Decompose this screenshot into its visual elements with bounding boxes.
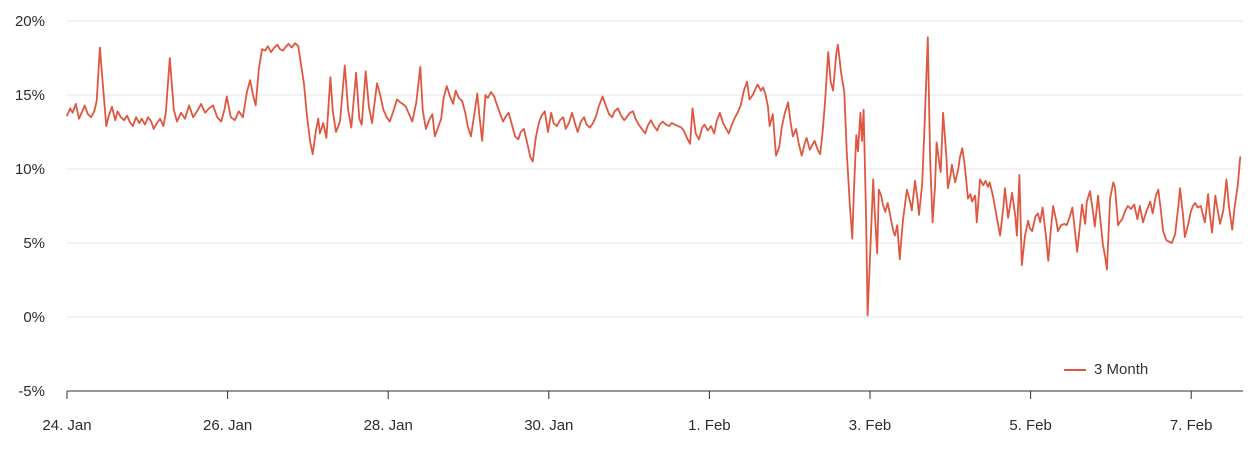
y-axis-label: 15%	[15, 87, 45, 104]
y-axis-label: 5%	[23, 235, 45, 252]
y-axis-label: 10%	[15, 161, 45, 178]
x-axis-label: 7. Feb	[1170, 417, 1213, 434]
x-axis-label: 1. Feb	[688, 417, 731, 434]
x-axis-label: 24. Jan	[42, 417, 91, 434]
x-axis-label: 26. Jan	[203, 417, 252, 434]
x-axis-label: 30. Jan	[524, 417, 573, 434]
legend-label: 3 Month	[1094, 361, 1149, 378]
legend-series-line-icon	[1064, 368, 1086, 371]
x-axis-label: 3. Feb	[849, 417, 892, 434]
y-axis-label: -5%	[18, 383, 45, 400]
y-axis-label: 0%	[23, 309, 45, 326]
y-axis-label: 20%	[15, 13, 45, 30]
legend-item-3-month[interactable]: 3 Month	[1064, 361, 1148, 378]
x-axis-label: 5. Feb	[1009, 417, 1052, 434]
series-line-3-month[interactable]	[66, 36, 1242, 317]
x-axis-label: 28. Jan	[364, 417, 413, 434]
